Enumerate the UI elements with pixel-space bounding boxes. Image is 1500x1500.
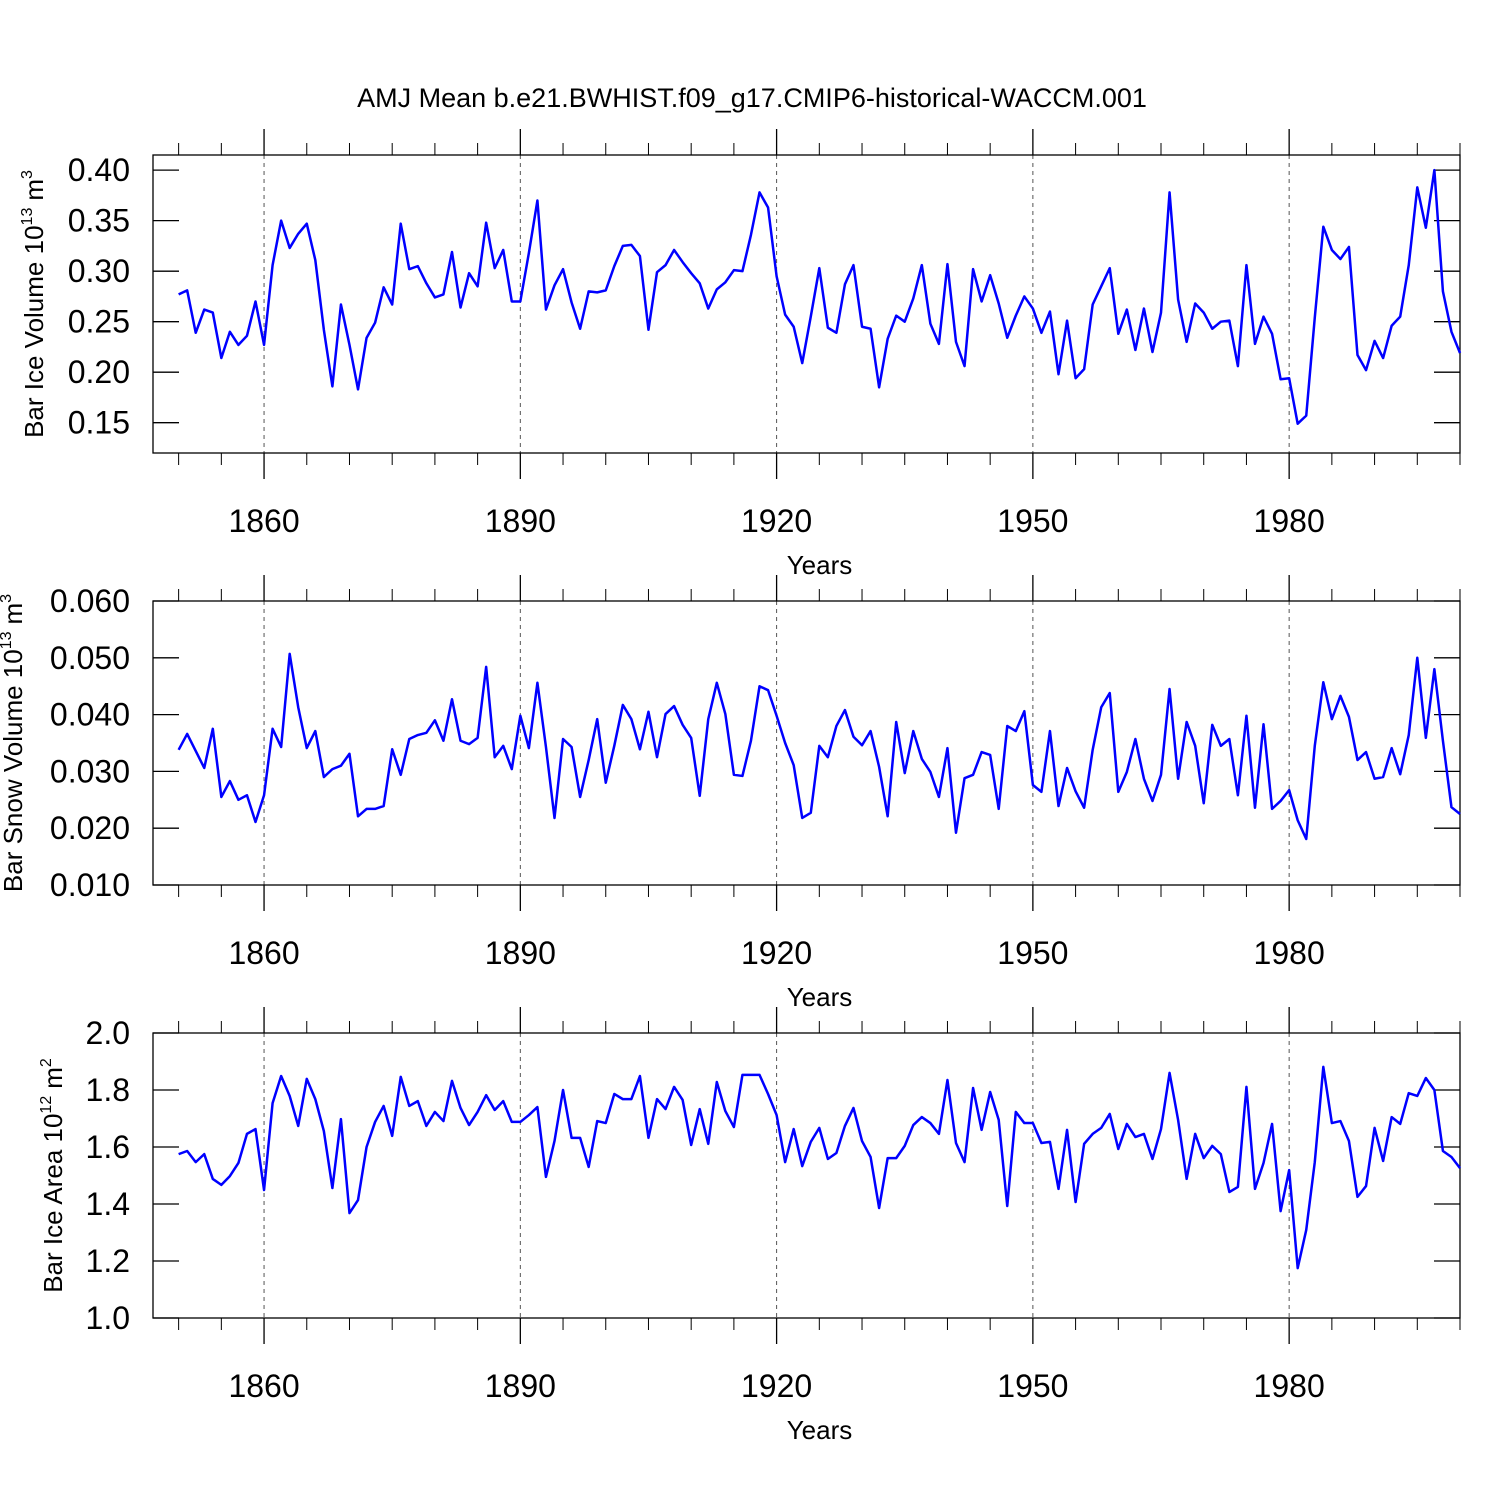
x-tick-label: 1890	[485, 503, 556, 539]
y-axis-label-sup: 3	[19, 170, 36, 179]
y-axis-label-part: m	[19, 179, 49, 201]
x-tick-label: 1920	[741, 935, 812, 971]
y-axis-label-sup: 13	[19, 208, 36, 226]
y-axis-label-part: m	[0, 603, 28, 625]
y-axis-label: Bar Ice Area 1012 m2	[38, 1058, 68, 1293]
x-axis-label: Years	[787, 1415, 853, 1445]
y-axis-label-part: Bar Ice Volume 10	[19, 225, 49, 437]
y-axis-label: Bar Ice Volume 1013 m3	[19, 170, 49, 438]
x-tick-label: 1950	[997, 503, 1068, 539]
y-tick-label: 0.20	[68, 354, 130, 390]
y-tick-label: 1.4	[86, 1186, 130, 1222]
x-tick-label: 1860	[228, 935, 299, 971]
x-tick-label: 1980	[1254, 935, 1325, 971]
y-axis-label-sup: 13	[0, 631, 15, 649]
y-axis-label-sup: 3	[0, 594, 15, 603]
x-axis-label: Years	[787, 982, 853, 1012]
x-tick-label: 1920	[741, 1368, 812, 1404]
data-line	[178, 1065, 1461, 1270]
y-tick-label: 1.0	[86, 1300, 130, 1336]
chart-title: AMJ Mean b.e21.BWHIST.f09_g17.CMIP6-hist…	[357, 83, 1147, 113]
x-tick-label: 1950	[997, 935, 1068, 971]
x-tick-label: 1950	[997, 1368, 1068, 1404]
y-tick-label: 1.2	[86, 1243, 130, 1279]
data-line	[178, 168, 1462, 425]
plot-frame	[152, 1032, 1461, 1319]
y-tick-label: 0.060	[50, 583, 130, 619]
x-tick-label: 1920	[741, 503, 812, 539]
y-tick-label: 1.6	[86, 1129, 130, 1165]
y-axis-label-part: m	[38, 1067, 68, 1089]
x-tick-label: 1890	[485, 935, 556, 971]
y-axis-label-part: Bar Ice Area 10	[38, 1114, 68, 1293]
y-tick-label: 0.30	[68, 253, 130, 289]
y-tick-label: 1.8	[86, 1072, 130, 1108]
y-tick-label: 0.040	[50, 697, 130, 733]
y-tick-label: 0.40	[68, 152, 130, 188]
y-tick-label: 0.25	[68, 304, 130, 340]
y-tick-label: 0.15	[68, 405, 130, 441]
plot-frame	[152, 600, 1461, 886]
y-axis-label-part: Bar Snow Volume 10	[0, 649, 28, 892]
x-tick-label: 1980	[1254, 1368, 1325, 1404]
x-tick-label: 1890	[485, 1368, 556, 1404]
y-tick-label: 0.35	[68, 203, 130, 239]
x-tick-label: 1860	[228, 1368, 299, 1404]
x-tick-label: 1980	[1254, 503, 1325, 539]
y-axis-label-sup: 2	[38, 1058, 55, 1067]
y-tick-label: 0.020	[50, 810, 130, 846]
y-tick-label: 2.0	[86, 1015, 130, 1051]
x-tick-label: 1860	[228, 503, 299, 539]
y-axis-label: Bar Snow Volume 1013 m3	[0, 594, 28, 892]
y-tick-label: 0.010	[50, 867, 130, 903]
x-axis-label: Years	[787, 550, 853, 580]
plot-frame	[152, 154, 1461, 454]
y-tick-label: 0.050	[50, 640, 130, 676]
data-line	[177, 652, 1461, 841]
y-axis-label-sup: 12	[38, 1096, 55, 1114]
y-tick-label: 0.030	[50, 753, 130, 789]
